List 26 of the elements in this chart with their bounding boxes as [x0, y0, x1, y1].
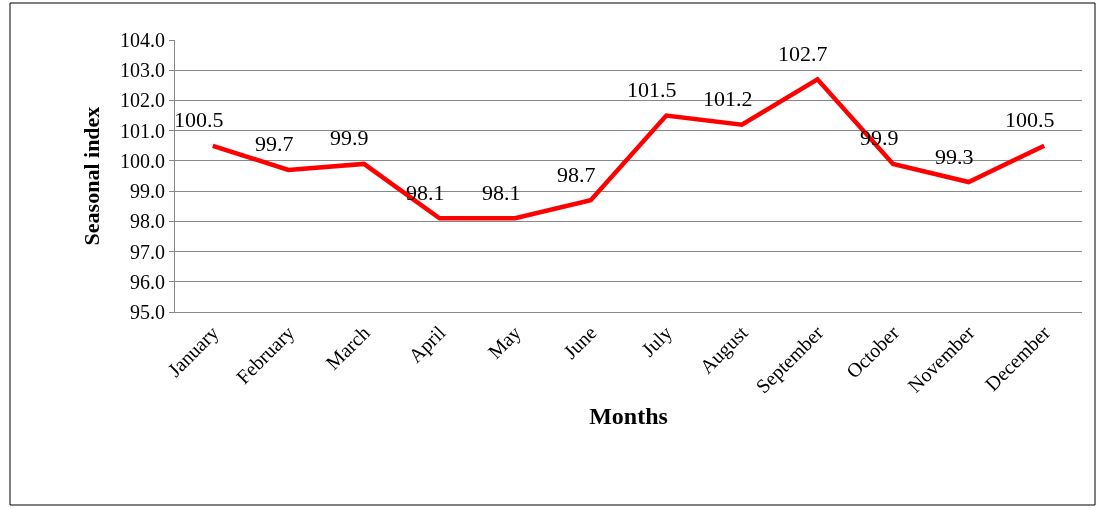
y-tick-label: 104.0 [120, 29, 165, 51]
y-tick-label: 101.0 [120, 119, 165, 142]
data-label: 101.2 [703, 86, 753, 111]
y-tick-label: 95.0 [130, 301, 165, 323]
data-label: 98.7 [557, 162, 596, 187]
data-label: 98.1 [406, 180, 445, 205]
y-tick-label: 97.0 [130, 240, 165, 263]
y-axis-title: Seasonal index [78, 106, 104, 246]
data-label: 98.1 [482, 180, 521, 205]
data-label: 100.5 [174, 107, 224, 132]
data-label: 99.3 [935, 144, 974, 169]
x-tick-label: July [637, 321, 677, 362]
y-tick-label: 96.0 [130, 270, 165, 293]
y-tick-label: 99.0 [130, 180, 165, 203]
data-label: 102.7 [778, 41, 828, 66]
y-tick-label: 100.0 [120, 149, 165, 172]
x-tick-label: May [483, 321, 526, 364]
data-label: 100.5 [1005, 107, 1055, 132]
data-label: 99.9 [330, 125, 369, 150]
x-axis-title: Months [589, 403, 668, 430]
data-label: 99.7 [255, 131, 294, 156]
x-tick-label: June [559, 321, 601, 363]
data-label: 101.5 [627, 77, 677, 102]
y-tick-label: 102.0 [120, 89, 165, 112]
y-tick-label: 103.0 [120, 59, 165, 82]
y-tick-label: 98.0 [130, 210, 165, 233]
